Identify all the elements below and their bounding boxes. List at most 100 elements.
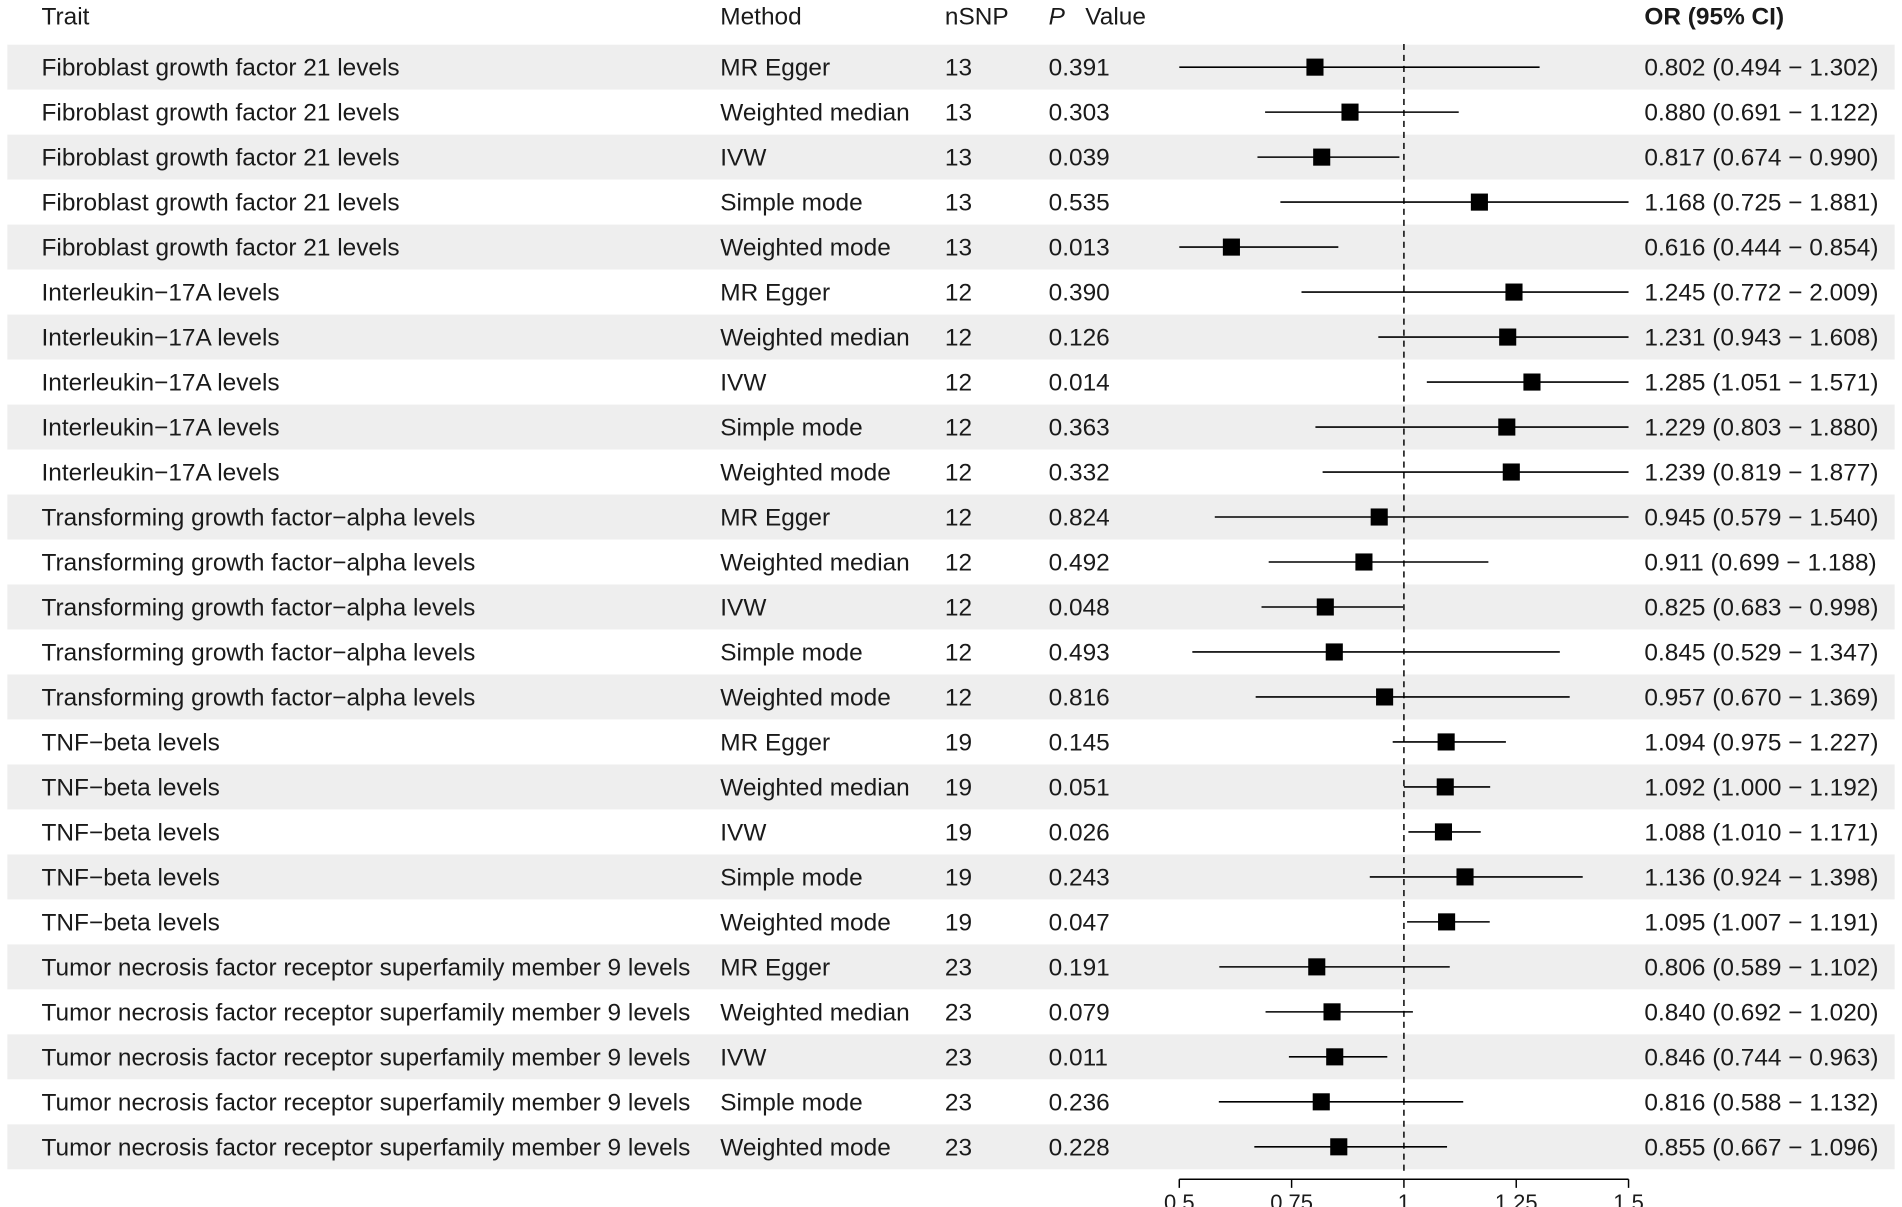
or-ci-cell: 0.840 (0.692 − 1.020) xyxy=(1644,999,1878,1026)
p-value-cell: 0.126 xyxy=(1049,325,1110,352)
trait-cell: Transforming growth factor−alpha levels xyxy=(42,640,476,667)
trait-cell: Tumor necrosis factor receptor superfami… xyxy=(42,954,691,981)
header-p-value: Value xyxy=(1085,3,1146,30)
estimate-marker xyxy=(1376,688,1394,706)
nsnp-cell: 13 xyxy=(945,100,972,127)
method-cell: Weighted median xyxy=(720,100,910,127)
estimate-marker xyxy=(1436,778,1454,796)
x-tick-label: 0.5 xyxy=(1164,1190,1195,1207)
or-ci-cell: 0.845 (0.529 − 1.347) xyxy=(1644,640,1878,667)
estimate-marker xyxy=(1222,238,1240,256)
header-row: Trait Method nSNP P Value OR (95% CI) xyxy=(42,3,1785,30)
or-ci-cell: 1.245 (0.772 − 2.009) xyxy=(1644,280,1878,307)
nsnp-cell: 23 xyxy=(945,954,972,981)
trait-cell: Interleukin−17A levels xyxy=(42,325,280,352)
trait-cell: Tumor necrosis factor receptor superfami… xyxy=(42,999,691,1026)
header-nsnp: nSNP xyxy=(945,3,1009,30)
x-tick-label: 1.5 xyxy=(1613,1190,1644,1207)
p-value-cell: 0.047 xyxy=(1049,909,1110,936)
or-ci-cell: 1.285 (1.051 − 1.571) xyxy=(1644,370,1878,397)
p-value-cell: 0.026 xyxy=(1049,819,1110,846)
estimate-marker xyxy=(1434,823,1453,841)
nsnp-cell: 13 xyxy=(945,55,972,82)
method-cell: Weighted median xyxy=(720,550,910,577)
p-value-cell: 0.363 xyxy=(1049,415,1110,442)
or-ci-cell: 1.239 (0.819 − 1.877) xyxy=(1644,460,1878,487)
trait-cell: Tumor necrosis factor receptor superfami… xyxy=(42,1134,691,1161)
nsnp-cell: 13 xyxy=(945,235,972,262)
x-tick-label: 0.75 xyxy=(1270,1190,1313,1207)
method-cell: Simple mode xyxy=(720,415,862,442)
or-ci-cell: 0.880 (0.691 − 1.122) xyxy=(1644,100,1878,127)
trait-cell: Fibroblast growth factor 21 levels xyxy=(42,190,400,217)
nsnp-cell: 12 xyxy=(945,685,972,712)
nsnp-cell: 19 xyxy=(945,909,972,936)
x-tick-label: 1.25 xyxy=(1495,1190,1538,1207)
or-ci-cell: 1.095 (1.007 − 1.191) xyxy=(1644,909,1878,936)
nsnp-cell: 12 xyxy=(945,370,972,397)
nsnp-cell: 23 xyxy=(945,1089,972,1116)
trait-cell: Fibroblast growth factor 21 levels xyxy=(42,100,400,127)
method-cell: Weighted median xyxy=(720,774,910,801)
p-value-cell: 0.492 xyxy=(1049,550,1110,577)
p-value-cell: 0.228 xyxy=(1049,1134,1110,1161)
trait-cell: Transforming growth factor−alpha levels xyxy=(42,550,476,577)
nsnp-cell: 23 xyxy=(945,999,972,1026)
trait-cell: Transforming growth factor−alpha levels xyxy=(42,595,476,622)
or-ci-cell: 0.817 (0.674 − 0.990) xyxy=(1644,145,1878,172)
method-cell: MR Egger xyxy=(720,280,830,307)
trait-cell: Fibroblast growth factor 21 levels xyxy=(42,235,400,262)
method-cell: MR Egger xyxy=(720,55,830,82)
nsnp-cell: 19 xyxy=(945,774,972,801)
or-ci-cell: 0.816 (0.588 − 1.132) xyxy=(1644,1089,1878,1116)
p-value-cell: 0.236 xyxy=(1049,1089,1110,1116)
trait-cell: TNF−beta levels xyxy=(42,774,220,801)
trait-cell: TNF−beta levels xyxy=(42,909,220,936)
estimate-marker xyxy=(1437,733,1455,751)
header-or: OR (95% CI) xyxy=(1644,3,1784,30)
or-ci-cell: 1.088 (1.010 − 1.171) xyxy=(1644,819,1878,846)
nsnp-cell: 12 xyxy=(945,415,972,442)
row-band xyxy=(7,674,1895,720)
or-ci-cell: 1.092 (1.000 − 1.192) xyxy=(1644,774,1878,801)
method-cell: Weighted mode xyxy=(720,1134,890,1161)
row-band xyxy=(7,44,1895,90)
or-ci-cell: 0.855 (0.667 − 1.096) xyxy=(1644,1134,1878,1161)
nsnp-cell: 12 xyxy=(945,550,972,577)
header-trait: Trait xyxy=(42,3,90,30)
p-value-cell: 0.014 xyxy=(1049,370,1110,397)
estimate-marker xyxy=(1330,1138,1348,1156)
or-ci-cell: 1.136 (0.924 − 1.398) xyxy=(1644,864,1878,891)
p-value-cell: 0.048 xyxy=(1049,595,1110,622)
trait-cell: Interleukin−17A levels xyxy=(42,370,280,397)
estimate-marker xyxy=(1505,283,1523,301)
nsnp-cell: 23 xyxy=(945,1134,972,1161)
estimate-marker xyxy=(1341,103,1359,121)
trait-cell: Fibroblast growth factor 21 levels xyxy=(42,145,400,172)
nsnp-cell: 13 xyxy=(945,145,972,172)
method-cell: IVW xyxy=(720,819,766,846)
method-cell: Weighted median xyxy=(720,325,910,352)
method-cell: IVW xyxy=(720,1044,766,1071)
p-value-cell: 0.535 xyxy=(1049,190,1110,217)
method-cell: Weighted mode xyxy=(720,685,890,712)
or-ci-cell: 0.806 (0.589 − 1.102) xyxy=(1644,954,1878,981)
trait-cell: Fibroblast growth factor 21 levels xyxy=(42,55,400,82)
p-value-cell: 0.011 xyxy=(1049,1044,1108,1071)
nsnp-cell: 12 xyxy=(945,460,972,487)
trait-cell: Transforming growth factor−alpha levels xyxy=(42,505,476,532)
row-bands xyxy=(7,44,1895,1170)
estimate-marker xyxy=(1306,58,1324,76)
header-method: Method xyxy=(720,3,801,30)
or-ci-cell: 1.229 (0.803 − 1.880) xyxy=(1644,415,1878,442)
header-p: P xyxy=(1049,3,1066,30)
p-value-cell: 0.332 xyxy=(1049,460,1110,487)
nsnp-cell: 12 xyxy=(945,640,972,667)
estimate-marker xyxy=(1499,328,1517,346)
or-ci-cell: 0.846 (0.744 − 0.963) xyxy=(1644,1044,1878,1071)
p-value-cell: 0.390 xyxy=(1049,280,1110,307)
p-value-cell: 0.039 xyxy=(1049,145,1110,172)
method-cell: Weighted mode xyxy=(720,460,890,487)
nsnp-cell: 12 xyxy=(945,325,972,352)
